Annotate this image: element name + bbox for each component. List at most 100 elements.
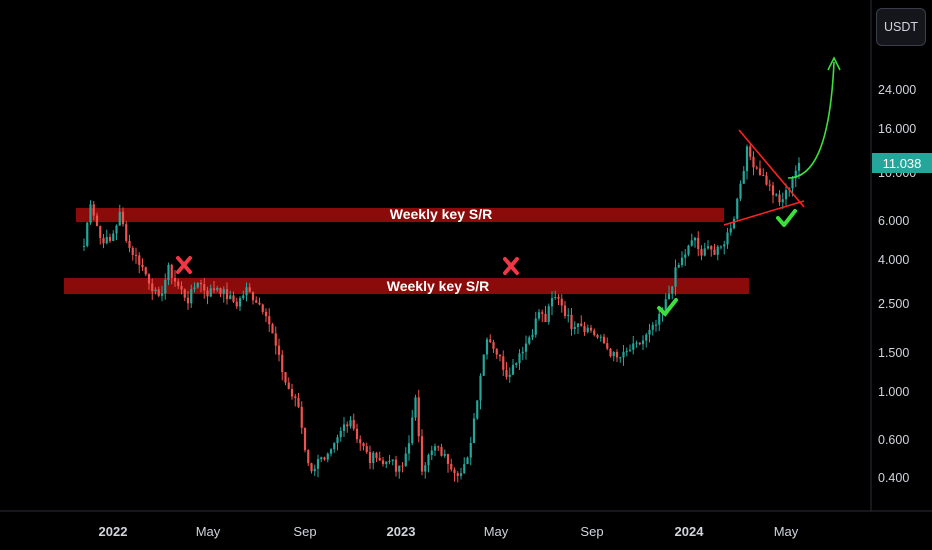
- candle: [307, 450, 310, 464]
- candle: [589, 327, 593, 331]
- candle: [456, 473, 459, 476]
- candle: [492, 342, 495, 349]
- y-tick-label: 4.000: [878, 253, 909, 267]
- candle: [495, 348, 498, 355]
- candle: [606, 343, 609, 349]
- candle: [398, 465, 401, 472]
- candle: [157, 289, 160, 296]
- candle: [251, 291, 255, 301]
- candle: [144, 267, 147, 275]
- candle: [297, 398, 300, 407]
- candle: [791, 178, 794, 189]
- candle: [534, 318, 537, 335]
- candle: [170, 264, 173, 278]
- sr-zone-upper: [76, 208, 724, 222]
- candle: [710, 246, 713, 250]
- triangle-pattern: [723, 129, 805, 226]
- candle: [437, 446, 440, 448]
- candle: [580, 323, 583, 326]
- candle: [414, 397, 417, 418]
- candle: [729, 228, 732, 233]
- candle: [248, 287, 251, 292]
- x-tick-label: Sep: [580, 524, 603, 539]
- candle: [745, 146, 749, 172]
- candle: [765, 175, 768, 185]
- currency-button[interactable]: USDT: [876, 8, 926, 46]
- candle: [463, 464, 466, 474]
- candle: [573, 326, 576, 330]
- candle: [615, 351, 619, 358]
- candle: [752, 156, 755, 168]
- candle: [131, 247, 134, 256]
- candle: [658, 313, 661, 325]
- candle: [703, 248, 706, 256]
- candle: [446, 453, 450, 465]
- candle: [554, 297, 557, 299]
- candle: [225, 289, 229, 300]
- candle: [719, 246, 723, 248]
- candle: [713, 249, 716, 255]
- candle: [450, 464, 453, 470]
- candle: [245, 287, 248, 296]
- candle: [521, 351, 524, 354]
- candle: [768, 184, 771, 186]
- candle: [586, 327, 589, 333]
- candle: [635, 342, 638, 344]
- candle: [427, 454, 430, 466]
- candle: [86, 222, 89, 246]
- candle: [206, 290, 209, 297]
- candle: [193, 287, 196, 290]
- candle: [118, 211, 121, 226]
- candle: [238, 298, 242, 307]
- candle: [242, 295, 245, 299]
- x-tick-label: May: [774, 524, 799, 539]
- candle: [550, 298, 554, 307]
- candle: [277, 345, 281, 355]
- candle: [599, 336, 602, 338]
- candle: [381, 460, 385, 465]
- candle: [440, 447, 443, 456]
- candle: [164, 280, 167, 294]
- candle: [407, 443, 411, 454]
- candle: [222, 289, 225, 294]
- candle: [232, 295, 235, 302]
- candle: [758, 168, 762, 176]
- candle: [294, 396, 297, 399]
- candle: [466, 457, 469, 465]
- candle: [609, 348, 612, 357]
- candle: [528, 337, 531, 344]
- candle: [303, 427, 307, 451]
- candle: [570, 314, 573, 330]
- candle: [112, 233, 115, 241]
- candle: [781, 199, 784, 203]
- x-axis: 2022 May Sep 2023 May Sep 2024 May: [99, 524, 799, 539]
- candle: [502, 356, 505, 370]
- candle: [625, 350, 628, 352]
- candle: [593, 330, 596, 336]
- candle: [385, 461, 388, 465]
- candle: [394, 459, 398, 472]
- candle: [333, 443, 336, 450]
- triangle-lower-line: [723, 200, 805, 226]
- x-tick-label: 2022: [99, 524, 128, 539]
- candle: [261, 304, 264, 312]
- y-tick-label: 0.400: [878, 471, 909, 485]
- candlestick-series: [82, 143, 801, 483]
- candle: [424, 465, 427, 472]
- last-price-badge: 11.038: [872, 153, 932, 173]
- candle: [362, 443, 365, 447]
- candle: [508, 374, 511, 377]
- candle: [485, 339, 489, 355]
- candle: [411, 417, 414, 444]
- candle: [313, 468, 316, 472]
- candle: [141, 264, 144, 268]
- candle: [560, 298, 563, 306]
- candle: [105, 236, 108, 244]
- candle: [121, 211, 125, 225]
- candle: [684, 254, 687, 258]
- candle: [372, 452, 375, 464]
- candle: [310, 463, 313, 472]
- candle: [778, 194, 781, 203]
- candle: [641, 340, 645, 345]
